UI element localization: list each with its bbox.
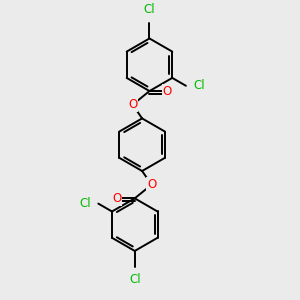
Text: O: O — [128, 98, 137, 111]
Text: O: O — [112, 192, 122, 205]
Text: Cl: Cl — [144, 3, 155, 16]
Text: Cl: Cl — [79, 197, 91, 210]
Text: Cl: Cl — [129, 273, 141, 286]
Text: O: O — [147, 178, 156, 191]
Text: O: O — [163, 85, 172, 98]
Text: Cl: Cl — [193, 79, 205, 92]
